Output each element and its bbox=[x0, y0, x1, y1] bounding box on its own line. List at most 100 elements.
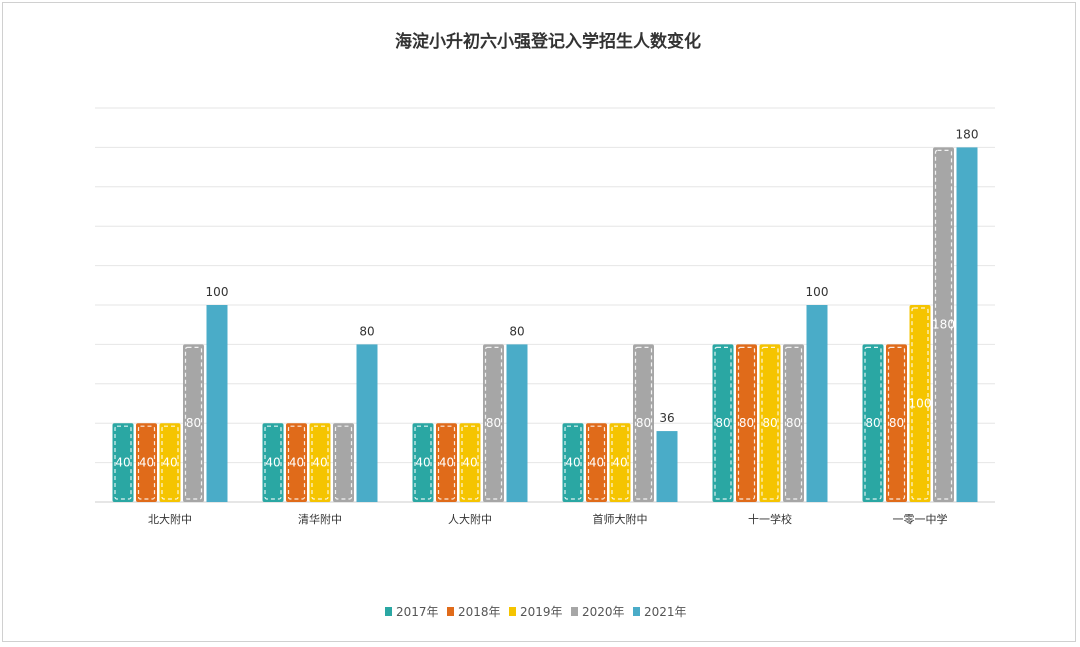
bar bbox=[112, 423, 134, 502]
bar-outline bbox=[114, 425, 132, 500]
data-label: 80 bbox=[889, 416, 904, 430]
bar-outline bbox=[287, 425, 306, 500]
bar bbox=[759, 344, 781, 502]
bar-outline bbox=[761, 346, 779, 500]
data-label: 100 bbox=[909, 397, 932, 411]
data-label: 40 bbox=[115, 456, 130, 470]
data-label: 80 bbox=[715, 416, 730, 430]
data-label: 80 bbox=[762, 416, 777, 430]
bar-outline bbox=[737, 346, 756, 500]
category-label: 一零一中学 bbox=[893, 512, 948, 526]
legend-swatch bbox=[447, 607, 454, 616]
bar-outline bbox=[414, 425, 432, 500]
legend-entry: 2017年 bbox=[396, 605, 439, 619]
bar bbox=[633, 344, 654, 502]
bar bbox=[886, 344, 907, 502]
legend-entry: 2018年 bbox=[458, 605, 501, 619]
data-label: 180 bbox=[932, 318, 955, 332]
data-label: 40 bbox=[589, 456, 604, 470]
data-label: 40 bbox=[265, 456, 280, 470]
legend-swatch bbox=[633, 607, 640, 616]
bar bbox=[909, 305, 931, 502]
data-label: 40 bbox=[612, 456, 627, 470]
legend-entry: 2019年 bbox=[520, 605, 563, 619]
legend-swatch bbox=[571, 607, 578, 616]
data-label: 80 bbox=[486, 416, 501, 430]
data-label: 40 bbox=[415, 456, 430, 470]
data-label: 40 bbox=[289, 456, 304, 470]
bar-outline bbox=[714, 346, 732, 500]
bar bbox=[333, 423, 354, 502]
bar bbox=[459, 423, 481, 502]
bar-outline bbox=[437, 425, 456, 500]
category-label: 清华附中 bbox=[298, 512, 342, 526]
legend: 2017年 2018年 2019年 2020年 2021年 bbox=[385, 605, 687, 619]
bar bbox=[412, 423, 434, 502]
category-label: 首师大附中 bbox=[593, 512, 648, 526]
bar bbox=[862, 344, 884, 502]
bar-outline bbox=[887, 346, 906, 500]
bar-outline bbox=[461, 425, 479, 500]
legend-entry: 2021年 bbox=[644, 605, 687, 619]
bar bbox=[136, 423, 157, 502]
bar-outline bbox=[311, 425, 329, 500]
bar-outline bbox=[264, 425, 282, 500]
bar bbox=[736, 344, 757, 502]
data-label: 36 bbox=[659, 411, 674, 425]
data-label: 40 bbox=[439, 456, 454, 470]
data-label: 80 bbox=[359, 324, 374, 338]
bar bbox=[562, 423, 584, 502]
bar bbox=[483, 344, 504, 502]
legend-swatch bbox=[385, 607, 392, 616]
legend-swatch bbox=[509, 607, 516, 616]
data-label: 180 bbox=[956, 127, 979, 141]
bar-outline bbox=[784, 346, 803, 500]
bar bbox=[506, 344, 528, 502]
bar-outline bbox=[864, 346, 882, 500]
bar-outline bbox=[184, 346, 203, 500]
data-labels: 40 40 40 80 100 40 40 40 80 40 40 40 80 80 40 40 40 80 36 8… bbox=[115, 127, 978, 469]
legend-entry: 2020年 bbox=[582, 605, 625, 619]
category-label: 十一学校 bbox=[748, 512, 792, 526]
bar bbox=[159, 423, 181, 502]
data-label: 80 bbox=[186, 416, 201, 430]
chart-title: 海淀小升初六小强登记入学招生人数变化 bbox=[395, 31, 701, 52]
data-label: 80 bbox=[509, 324, 524, 338]
bar-outline bbox=[587, 425, 606, 500]
data-label: 80 bbox=[865, 416, 880, 430]
bars bbox=[112, 147, 978, 502]
bar-outline bbox=[137, 425, 156, 500]
data-label: 40 bbox=[162, 456, 177, 470]
category-label: 人大附中 bbox=[448, 512, 492, 526]
data-label: 40 bbox=[312, 456, 327, 470]
bar-outline bbox=[484, 346, 503, 500]
bar-outline bbox=[334, 425, 353, 500]
category-label: 北大附中 bbox=[148, 512, 192, 526]
data-label: 40 bbox=[139, 456, 154, 470]
bar bbox=[806, 305, 828, 502]
bar bbox=[356, 344, 378, 502]
bar bbox=[956, 147, 978, 502]
bar bbox=[609, 423, 631, 502]
bar bbox=[712, 344, 734, 502]
bar bbox=[783, 344, 804, 502]
category-labels: 北大附中 清华附中 人大附中 首师大附中 十一学校 一零一中学 bbox=[148, 512, 948, 526]
data-label: 80 bbox=[636, 416, 651, 430]
bar bbox=[656, 431, 678, 502]
data-label: 40 bbox=[462, 456, 477, 470]
gridlines bbox=[95, 107, 995, 503]
bar-outline bbox=[634, 346, 653, 500]
bar bbox=[286, 423, 307, 502]
bar bbox=[206, 305, 228, 502]
bar-outline bbox=[934, 149, 953, 500]
data-label: 100 bbox=[206, 285, 229, 299]
bar bbox=[183, 344, 204, 502]
data-label: 40 bbox=[565, 456, 580, 470]
bar bbox=[933, 147, 954, 502]
data-label: 80 bbox=[739, 416, 754, 430]
data-label: 100 bbox=[806, 285, 829, 299]
bar-outline bbox=[564, 425, 582, 500]
bar-outline bbox=[161, 425, 179, 500]
